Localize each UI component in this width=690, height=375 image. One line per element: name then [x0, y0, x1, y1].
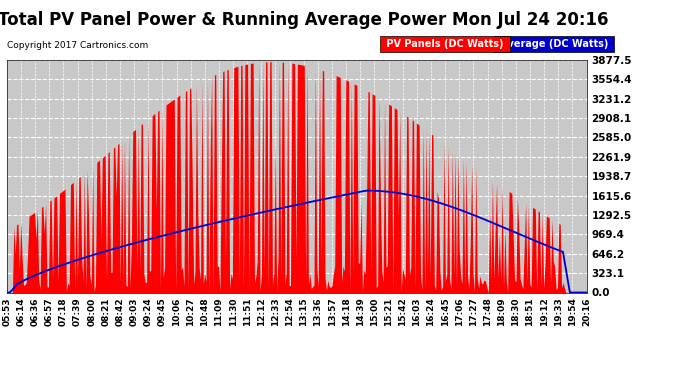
Text: Total PV Panel Power & Running Average Power Mon Jul 24 20:16: Total PV Panel Power & Running Average P… — [0, 11, 609, 29]
Text: Copyright 2017 Cartronics.com: Copyright 2017 Cartronics.com — [7, 41, 148, 50]
Text: Average (DC Watts): Average (DC Watts) — [497, 39, 611, 50]
Text: PV Panels (DC Watts): PV Panels (DC Watts) — [383, 39, 507, 50]
